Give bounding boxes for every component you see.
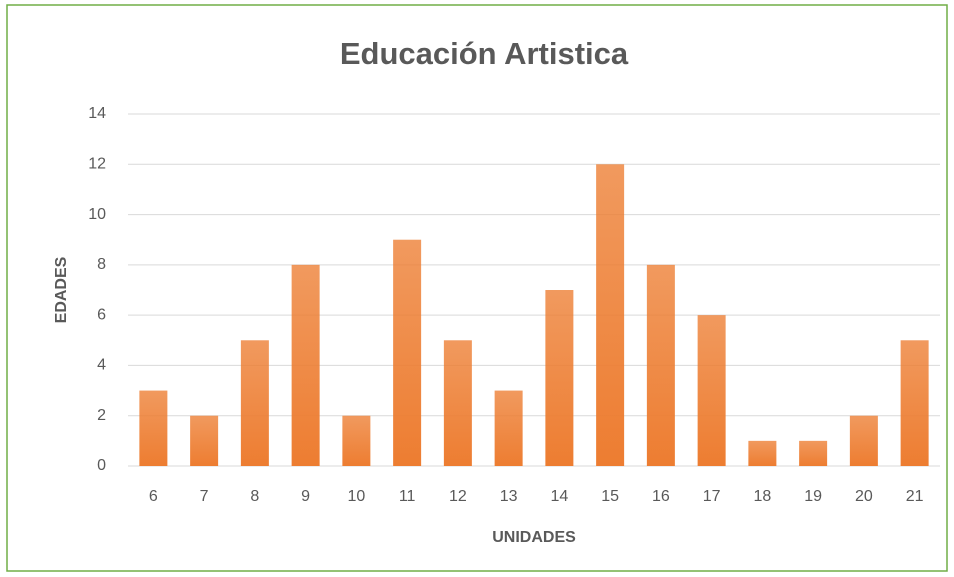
bar xyxy=(545,290,574,466)
x-tick-label: 10 xyxy=(347,488,365,505)
chart-border xyxy=(6,4,948,572)
bar xyxy=(443,340,472,466)
y-axis-label: EDADES xyxy=(53,256,70,323)
x-tick-label: 19 xyxy=(804,488,822,505)
bar xyxy=(900,340,929,466)
y-tick-label: 10 xyxy=(88,206,106,223)
bar xyxy=(139,390,168,466)
x-tick-label: 11 xyxy=(399,488,416,505)
bar xyxy=(190,415,219,466)
bar xyxy=(342,415,371,466)
y-tick-label: 0 xyxy=(97,457,106,474)
x-tick-label: 15 xyxy=(601,488,619,505)
x-axis-label: UNIDADES xyxy=(492,529,576,546)
x-tick-label: 9 xyxy=(301,488,310,505)
bar xyxy=(799,440,828,466)
x-tick-label: 14 xyxy=(550,488,568,505)
bar xyxy=(748,440,777,466)
x-tick-label: 7 xyxy=(200,488,209,505)
x-tick-label: 6 xyxy=(149,488,158,505)
y-tick-label: 2 xyxy=(97,407,106,424)
x-tick-label: 21 xyxy=(906,488,924,505)
bar xyxy=(393,239,422,466)
bar xyxy=(646,264,675,466)
x-tick-label: 18 xyxy=(753,488,771,505)
x-tick-label: 16 xyxy=(652,488,670,505)
chart-title: Educación Artistica xyxy=(340,36,629,71)
x-tick-label: 12 xyxy=(449,488,467,505)
x-tick-label: 13 xyxy=(500,488,518,505)
y-tick-label: 4 xyxy=(97,357,106,374)
x-tick-label: 8 xyxy=(250,488,259,505)
bar xyxy=(240,340,269,466)
bar xyxy=(291,264,320,466)
bar xyxy=(849,415,878,466)
x-tick-label: 17 xyxy=(703,488,721,505)
bar xyxy=(697,315,726,466)
x-tick-label: 20 xyxy=(855,488,873,505)
y-tick-label: 14 xyxy=(88,105,106,122)
y-tick-label: 8 xyxy=(97,256,106,273)
bar xyxy=(494,390,523,466)
y-tick-label: 12 xyxy=(88,156,106,173)
y-tick-label: 6 xyxy=(97,306,106,323)
bar xyxy=(596,164,625,467)
